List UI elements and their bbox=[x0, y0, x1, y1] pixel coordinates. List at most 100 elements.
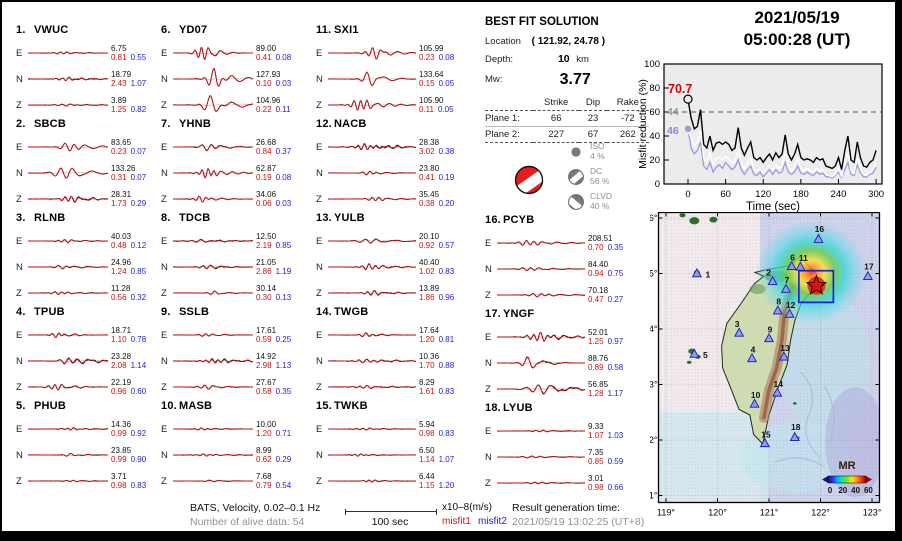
waveform-trace bbox=[497, 455, 585, 459]
misfit2-value: 0.12 bbox=[130, 241, 147, 250]
channel-row: N 23.85 0.99 0.90 bbox=[16, 442, 163, 468]
channel-values: 17.61 0.59 0.25 bbox=[256, 326, 308, 345]
channel-letter: Z bbox=[16, 287, 22, 299]
peak-amplitude: 105.99 bbox=[419, 43, 444, 53]
peak-amplitude: 84.40 bbox=[588, 259, 609, 269]
nodal-plane-table: Strike Dip Rake Plane 1: 66 23 -72 Plane… bbox=[485, 95, 649, 143]
misfit-values: 1.70 0.88 bbox=[419, 361, 471, 371]
misfit2-value: 0.13 bbox=[275, 293, 292, 302]
station-number: 4. bbox=[16, 306, 26, 318]
channel-letter: Z bbox=[16, 381, 22, 393]
channel-values: 208.51 0.70 0.35 bbox=[588, 234, 640, 253]
channel-letter: Z bbox=[316, 287, 322, 299]
channel-row: E 10.00 1.20 0.71 bbox=[161, 416, 308, 442]
channel-row: Z 13.89 1.86 0.96 bbox=[316, 280, 471, 306]
clvd-label: CLVD bbox=[590, 191, 613, 201]
waveform-trace bbox=[328, 289, 416, 296]
station-name: YNGF bbox=[503, 308, 535, 320]
chart-x-tick: 60 bbox=[720, 189, 731, 200]
misfit2-value: 1.07 bbox=[130, 79, 147, 88]
station-number: 9. bbox=[161, 306, 171, 318]
waveform-trace bbox=[497, 384, 585, 395]
station-header: 18. LYUB bbox=[485, 402, 640, 418]
station-marker-number: 1 bbox=[706, 270, 711, 280]
channel-row: E 105.99 0.23 0.08 bbox=[316, 40, 471, 66]
peak-amplitude: 62.87 bbox=[256, 163, 277, 173]
station-marker-number: 10 bbox=[751, 390, 761, 400]
channel-letter: Z bbox=[316, 381, 322, 393]
station-name: PCYB bbox=[503, 214, 535, 226]
misfit-values: 0.96 0.60 bbox=[111, 387, 163, 397]
channel-values: 14.36 0.99 0.92 bbox=[111, 420, 163, 439]
peak-amplitude: 88.76 bbox=[588, 353, 609, 363]
peak-amplitude: 11.28 bbox=[111, 283, 131, 293]
channel-letter: E bbox=[485, 331, 492, 343]
channel-row: E 26.68 0.84 0.37 bbox=[161, 134, 308, 160]
focal-mechanism-beachball bbox=[513, 164, 545, 199]
station-marker-number: 15 bbox=[761, 429, 771, 439]
misfit2-value: 0.29 bbox=[275, 455, 292, 464]
report-page: 1. VWUC E 6.75 0.81 0.55 N 18.79 2.43 1.07 Z 3.89 1.… bbox=[2, 2, 895, 531]
station-name: LYUB bbox=[503, 402, 533, 414]
channel-letter: Z bbox=[485, 477, 491, 489]
channel-row: Z 11.28 0.56 0.32 bbox=[16, 280, 163, 306]
peak-amplitude: 8.99 bbox=[256, 445, 272, 455]
station-block: 8. TDCB E 12.50 2.19 0.85 N 21.05 2.86 1.19 Z 30.14… bbox=[161, 212, 308, 306]
channel-letter: N bbox=[161, 449, 168, 461]
peak-amplitude: 23.28 bbox=[111, 351, 132, 361]
station-block: 7. YHNB E 26.68 0.84 0.37 N 62.87 0.19 0.08 Z 34.06… bbox=[161, 118, 308, 212]
misfit2-value: 0.35 bbox=[607, 243, 624, 252]
misfit2-value: 0.66 bbox=[607, 483, 624, 492]
result-time-label: Result generation time: bbox=[512, 502, 620, 514]
waveform-trace bbox=[28, 264, 108, 270]
channel-values: 133.26 0.31 0.07 bbox=[111, 164, 163, 183]
misfit1-value: 0.84 bbox=[256, 147, 272, 156]
peak-amplitude: 127.93 bbox=[256, 69, 281, 79]
event-time: 05:00:28 (UT) bbox=[743, 30, 851, 49]
channel-letter: N bbox=[316, 449, 323, 461]
chart-y-tick: 20 bbox=[649, 155, 660, 166]
channel-row: N 133.64 0.15 0.05 bbox=[316, 66, 471, 92]
waveform-trace bbox=[173, 46, 253, 61]
station-marker bbox=[813, 233, 824, 243]
station-block: 3. RLNB E 40.03 0.48 0.12 N 24.96 1.24 0.85 Z 11.28… bbox=[16, 212, 163, 306]
channel-row: N 127.93 0.10 0.03 bbox=[161, 66, 308, 92]
alive-data-count: Number of alive data: 54 bbox=[190, 516, 305, 528]
channel-row: N 24.96 1.24 0.85 bbox=[16, 254, 163, 280]
channel-letter: N bbox=[161, 167, 168, 179]
channel-letter: E bbox=[316, 423, 323, 435]
station-name: TWKB bbox=[334, 400, 368, 412]
peak-amplitude: 10.36 bbox=[419, 351, 440, 361]
channel-letter: E bbox=[16, 141, 23, 153]
misfit1-value: 1.25 bbox=[111, 105, 127, 114]
channel-values: 7.35 0.85 0.59 bbox=[588, 448, 640, 467]
misfit1-value: 0.59 bbox=[256, 335, 272, 344]
misfit1-value: 1.10 bbox=[111, 335, 127, 344]
channel-values: 8.99 0.62 0.29 bbox=[256, 446, 308, 465]
misfit1-value: 0.19 bbox=[256, 173, 272, 182]
misfit2-value: 0.90 bbox=[130, 455, 147, 464]
chart-x-tick: 120 bbox=[755, 189, 771, 200]
station-name: VWUC bbox=[34, 24, 69, 36]
misfit1-value: 1.14 bbox=[419, 455, 435, 464]
chart-x-tick: 300 bbox=[868, 189, 884, 200]
channel-values: 70.18 0.47 0.27 bbox=[588, 286, 640, 305]
channel-values: 23.85 0.99 0.90 bbox=[111, 446, 163, 465]
station-marker-number: 3 bbox=[735, 319, 740, 329]
waveform-trace bbox=[328, 332, 416, 338]
station-number: 2. bbox=[16, 118, 26, 130]
misfit-values: 2.86 1.19 bbox=[256, 267, 308, 277]
misfit1-value: 0.70 bbox=[588, 243, 604, 252]
channel-row: Z 104.96 0.22 0.11 bbox=[161, 92, 308, 118]
peak-amplitude: 40.40 bbox=[419, 257, 440, 267]
station-header: 9. SSLB bbox=[161, 306, 308, 322]
station-number: 12. bbox=[316, 118, 332, 130]
waveform-trace bbox=[28, 142, 108, 152]
misfit2-value: 1.13 bbox=[275, 361, 292, 370]
waveform-trace bbox=[173, 67, 253, 87]
misfit-values: 0.38 0.20 bbox=[419, 199, 471, 209]
misfit1-value: 1.24 bbox=[111, 267, 127, 276]
station-marker bbox=[772, 305, 783, 315]
channel-values: 18.71 1.10 0.78 bbox=[111, 326, 163, 345]
channel-row: N 18.79 2.43 1.07 bbox=[16, 66, 163, 92]
